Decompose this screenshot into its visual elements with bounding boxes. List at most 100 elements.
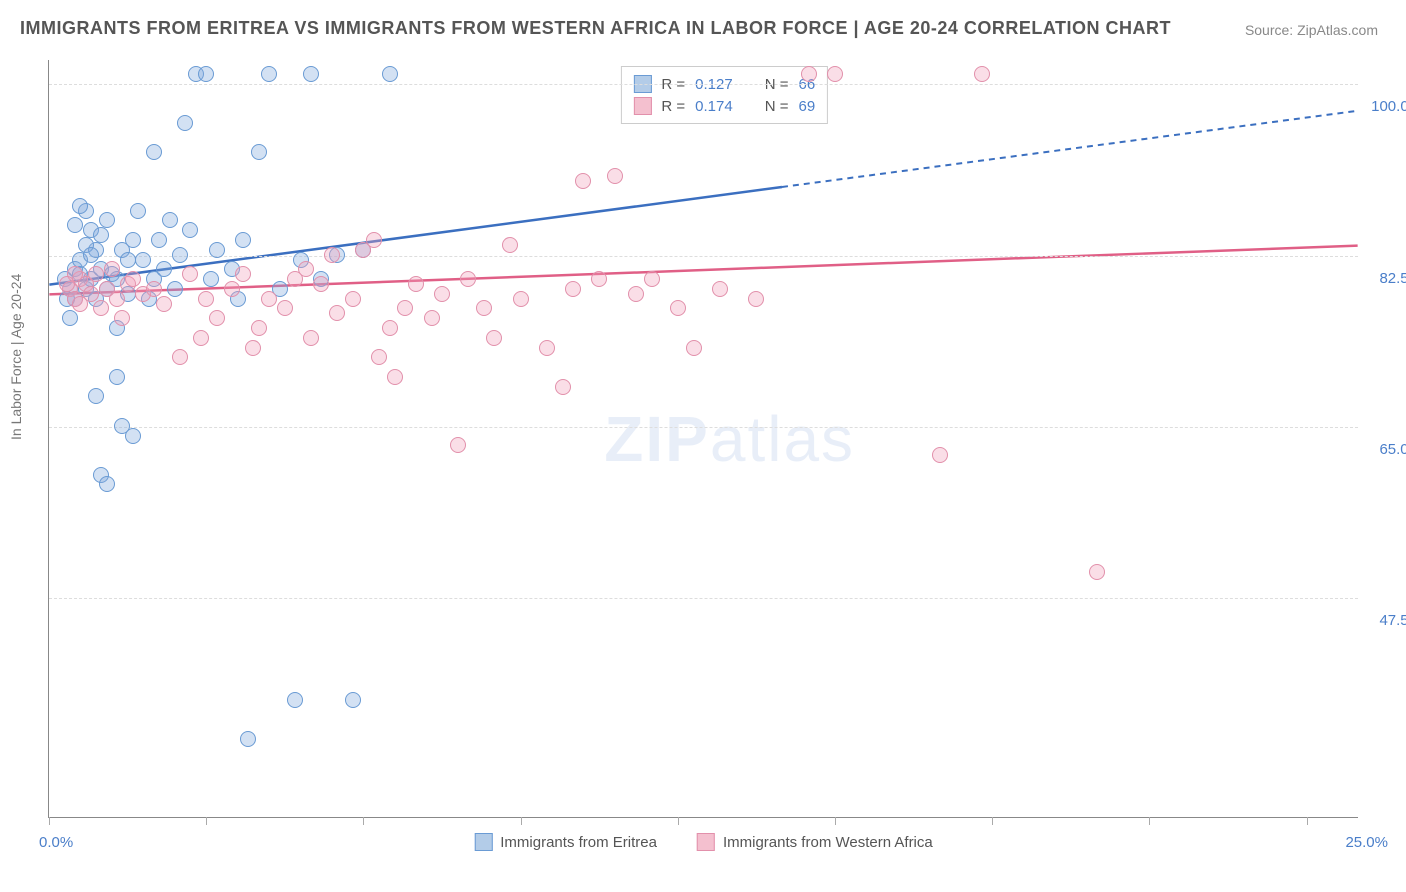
point-westafrica [476, 300, 492, 316]
point-westafrica [72, 296, 88, 312]
point-westafrica [974, 66, 990, 82]
correlation-stats-box: R = 0.127 N = 66 R = 0.174 N = 69 [620, 66, 828, 124]
y-tick-label: 100.0% [1362, 98, 1406, 115]
point-westafrica [298, 261, 314, 277]
point-westafrica [324, 247, 340, 263]
point-eritrea [135, 252, 151, 268]
point-westafrica [565, 281, 581, 297]
legend: Immigrants from Eritrea Immigrants from … [474, 833, 932, 851]
point-westafrica [251, 320, 267, 336]
point-eritrea [125, 232, 141, 248]
point-westafrica [104, 261, 120, 277]
x-tick [363, 817, 364, 825]
point-eritrea [93, 227, 109, 243]
point-westafrica [382, 320, 398, 336]
trend-lines-svg [49, 60, 1358, 817]
point-eritrea [251, 144, 267, 160]
point-eritrea [382, 66, 398, 82]
point-westafrica [575, 173, 591, 189]
point-eritrea [156, 261, 172, 277]
point-eritrea [172, 247, 188, 263]
r-value: 0.174 [695, 98, 733, 115]
point-westafrica [193, 330, 209, 346]
point-eritrea [209, 242, 225, 258]
point-eritrea [203, 271, 219, 287]
chart-title: IMMIGRANTS FROM ERITREA VS IMMIGRANTS FR… [20, 18, 1171, 39]
point-eritrea [235, 232, 251, 248]
swatch-westafrica [633, 97, 651, 115]
point-eritrea [99, 212, 115, 228]
point-westafrica [172, 349, 188, 365]
point-westafrica [434, 286, 450, 302]
point-westafrica [827, 66, 843, 82]
stats-row-westafrica: R = 0.174 N = 69 [633, 95, 815, 117]
point-eritrea [130, 203, 146, 219]
gridline-h [49, 256, 1358, 257]
point-westafrica [628, 286, 644, 302]
point-westafrica [513, 291, 529, 307]
point-westafrica [801, 66, 817, 82]
point-westafrica [366, 232, 382, 248]
point-westafrica [345, 291, 361, 307]
point-westafrica [460, 271, 476, 287]
point-westafrica [748, 291, 764, 307]
point-westafrica [224, 281, 240, 297]
y-axis-label: In Labor Force | Age 20-24 [8, 274, 24, 440]
point-westafrica [502, 237, 518, 253]
point-westafrica [235, 266, 251, 282]
point-westafrica [712, 281, 728, 297]
point-westafrica [109, 291, 125, 307]
point-eritrea [109, 369, 125, 385]
point-westafrica [555, 379, 571, 395]
legend-label: Immigrants from Western Africa [723, 834, 933, 851]
point-westafrica [303, 330, 319, 346]
y-tick-label: 65.0% [1362, 441, 1406, 458]
point-eritrea [62, 310, 78, 326]
point-westafrica [329, 305, 345, 321]
gridline-h [49, 427, 1358, 428]
point-westafrica [114, 310, 130, 326]
point-eritrea [67, 217, 83, 233]
legend-swatch-westafrica [697, 833, 715, 851]
point-westafrica [93, 300, 109, 316]
point-eritrea [162, 212, 178, 228]
point-westafrica [209, 310, 225, 326]
point-westafrica [198, 291, 214, 307]
point-eritrea [261, 66, 277, 82]
point-westafrica [182, 266, 198, 282]
n-value: 69 [798, 98, 815, 115]
plot-area: ZIPatlas R = 0.127 N = 66 R = 0.174 N = … [48, 60, 1358, 818]
point-eritrea [99, 476, 115, 492]
point-eritrea [345, 692, 361, 708]
watermark-thin: atlas [710, 403, 855, 475]
legend-item-eritrea: Immigrants from Eritrea [474, 833, 657, 851]
x-tick [678, 817, 679, 825]
point-eritrea [240, 731, 256, 747]
point-westafrica [670, 300, 686, 316]
x-tick-first: 0.0% [39, 834, 73, 851]
point-westafrica [591, 271, 607, 287]
point-eritrea [151, 232, 167, 248]
point-westafrica [125, 271, 141, 287]
point-westafrica [387, 369, 403, 385]
x-tick [521, 817, 522, 825]
x-tick [1307, 817, 1308, 825]
point-eritrea [182, 222, 198, 238]
gridline-h [49, 84, 1358, 85]
x-tick [1149, 817, 1150, 825]
legend-label: Immigrants from Eritrea [500, 834, 657, 851]
point-westafrica [450, 437, 466, 453]
point-westafrica [313, 276, 329, 292]
point-westafrica [644, 271, 660, 287]
point-eritrea [287, 692, 303, 708]
chart-container: IMMIGRANTS FROM ERITREA VS IMMIGRANTS FR… [0, 0, 1406, 892]
x-tick [49, 817, 50, 825]
point-westafrica [156, 296, 172, 312]
point-westafrica [932, 447, 948, 463]
x-tick [835, 817, 836, 825]
point-eritrea [125, 428, 141, 444]
point-westafrica [408, 276, 424, 292]
point-westafrica [397, 300, 413, 316]
point-westafrica [371, 349, 387, 365]
point-eritrea [303, 66, 319, 82]
